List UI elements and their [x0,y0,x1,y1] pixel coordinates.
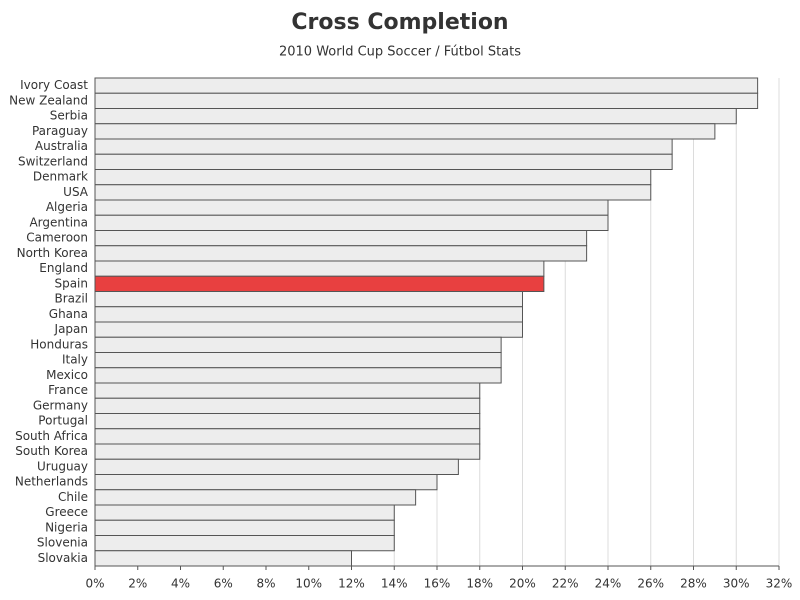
y-tick-label: USA [63,185,89,199]
y-tick-label: Japan [54,322,88,336]
x-tick-label: 20% [509,577,536,591]
y-tick-label: Argentina [29,215,88,229]
bar [94,184,652,201]
x-tick-label: 12% [338,577,365,591]
bar [94,428,481,445]
y-tick-label: South Korea [15,444,88,458]
bar [94,550,352,567]
x-tick-label: 14% [381,577,408,591]
bar [94,352,502,369]
bar [94,291,523,308]
x-tick-label: 24% [595,577,622,591]
y-tick-label: Chile [58,490,88,504]
x-tick-label: 26% [637,577,664,591]
x-tick-label: 18% [466,577,493,591]
y-tick-label: New Zealand [9,93,88,107]
bar [94,92,759,109]
bar [94,138,673,155]
bar [94,153,673,170]
x-tick-label: 4% [171,577,190,591]
y-tick-label: Germany [33,398,88,412]
y-tick-label: Nigeria [45,520,88,534]
bar [94,413,481,430]
bar [94,108,737,125]
y-tick-label: South Africa [15,429,88,443]
bar [94,382,481,399]
bar [94,169,652,186]
x-tick-label: 2% [128,577,147,591]
x-tick-label: 30% [723,577,750,591]
y-tick-label: Greece [45,505,88,519]
y-tick-label: France [48,383,88,397]
chart-subtitle: 2010 World Cup Soccer / Fútbol Stats [279,45,521,60]
y-tick-label: Paraguay [32,124,88,138]
bar [94,489,417,506]
x-tick-label: 0% [85,577,104,591]
y-tick-label: Australia [35,139,88,153]
x-tick-label: 32% [766,577,793,591]
y-tick-label: Cameroon [26,231,88,245]
x-tick-label: 22% [552,577,579,591]
chart-title: Cross Completion [291,10,508,35]
y-tick-label: England [39,261,88,275]
bar [94,443,481,460]
y-tick-label: Mexico [46,368,88,382]
y-tick-label: Switzerland [18,154,88,168]
y-tick-label: Slovenia [37,536,88,550]
y-tick-label: Portugal [38,414,88,428]
x-tick-label: 16% [424,577,451,591]
bar [94,397,481,414]
y-tick-label: Honduras [30,337,88,351]
bar [94,275,545,292]
bar [94,336,502,353]
y-tick-label: North Korea [17,246,88,260]
bar [94,535,395,552]
y-tick-label: Netherlands [15,475,88,489]
bar [94,504,395,521]
bar [94,458,459,475]
bar [94,77,759,94]
y-tick-label: Ghana [49,307,88,321]
y-tick-label: Slovakia [38,551,88,565]
y-tick-label: Uruguay [37,459,88,473]
y-tick-label: Ivory Coast [20,78,88,92]
y-tick-label: Denmark [33,170,88,184]
y-tick-label: Brazil [55,292,89,306]
x-tick-label: 10% [295,577,322,591]
y-tick-label: Algeria [46,200,88,214]
y-tick-label: Spain [54,276,88,290]
bar [94,123,716,140]
bar [94,306,523,323]
bar [94,199,609,216]
bar [94,474,438,491]
bar [94,230,588,247]
bar [94,367,502,384]
y-tick-label: Italy [62,353,88,367]
bar [94,321,523,338]
x-tick-label: 8% [256,577,275,591]
bar [94,260,545,277]
y-tick-label: Serbia [50,109,88,123]
bar [94,519,395,536]
x-tick-label: 6% [214,577,233,591]
bar [94,245,588,262]
bar [94,214,609,231]
x-tick-label: 28% [680,577,707,591]
